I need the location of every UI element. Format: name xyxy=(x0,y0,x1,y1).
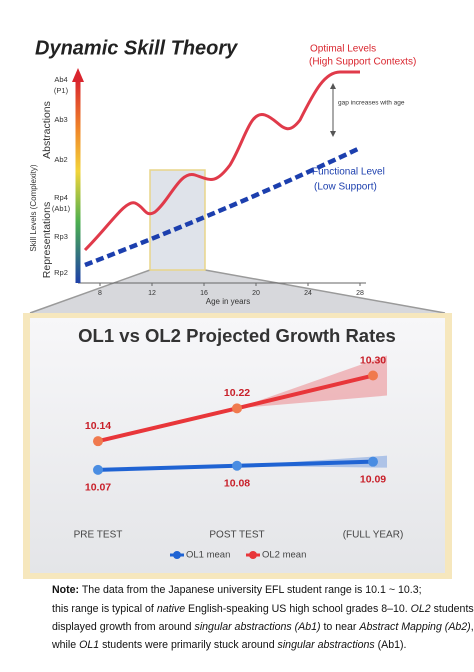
y-level-label: Rp3 xyxy=(54,232,68,241)
note-text: The data from the Japanese university EF… xyxy=(79,584,422,596)
x-tick-label: 24 xyxy=(304,290,312,297)
value-label: 10.14 xyxy=(85,420,111,432)
x-tick-label: 8 xyxy=(98,290,102,297)
point xyxy=(232,403,242,414)
x-tick-label: POST TEST xyxy=(209,530,264,541)
functional-label: Functional Level xyxy=(312,167,385,178)
note-text: native xyxy=(156,603,186,615)
confidence-band xyxy=(237,355,387,409)
optimal-curve xyxy=(83,70,360,252)
note-text: students were primarily stuck around xyxy=(99,639,278,651)
note-text: singular abstractions xyxy=(277,639,375,651)
arrow-head xyxy=(72,68,84,82)
point xyxy=(368,456,378,467)
y-axis-arrow xyxy=(75,80,81,283)
x-tick-label: 12 xyxy=(148,290,156,297)
point xyxy=(93,464,103,475)
note-line: this range is typical of native English-… xyxy=(52,603,474,615)
note-text: while xyxy=(52,639,80,651)
note-text: singular abstractions (Ab1) xyxy=(194,621,321,633)
y-group: Abstractions xyxy=(41,101,53,159)
note-text: displayed growth from around xyxy=(52,621,195,633)
value-label: 10.08 xyxy=(224,478,250,490)
note-line: displayed growth from around singular ab… xyxy=(52,621,474,633)
chart-title: OL1 vs OL2 Projected Growth Rates xyxy=(78,325,396,346)
zoom-box xyxy=(149,169,206,271)
arrow-head xyxy=(330,131,336,137)
legend-label: OL1 mean xyxy=(186,550,230,561)
optimal-label: Optimal Levels xyxy=(310,44,376,55)
diagram-title: Dynamic Skill Theory xyxy=(35,37,238,59)
legend-label: OL2 mean xyxy=(262,550,306,561)
zoom-edge xyxy=(204,269,446,314)
x-axis-label: Age in years xyxy=(206,297,250,306)
y-level-label: Ab2 xyxy=(54,155,67,164)
optimal-label: (High Support Contexts) xyxy=(309,57,416,68)
note-line: Note: The data from the Japanese univers… xyxy=(52,584,422,596)
note-text: OL1 xyxy=(79,639,100,651)
point xyxy=(93,436,103,447)
y-level-label: Rp2 xyxy=(54,268,68,277)
x-tick-label: 16 xyxy=(200,290,208,297)
x-tick-label: 28 xyxy=(356,290,364,297)
note-line: while OL1 students were primarily stuck … xyxy=(52,639,407,651)
note-text: Abstract Mapping (Ab2) xyxy=(359,621,471,633)
point xyxy=(368,370,378,381)
x-tick-label: (FULL YEAR) xyxy=(343,530,404,541)
note-text: (Ab1). xyxy=(374,639,407,651)
value-label: 10.30 xyxy=(360,354,386,366)
note-text: Note: xyxy=(52,584,80,596)
zoom-edge xyxy=(29,269,151,314)
value-label: 10.22 xyxy=(224,387,250,399)
note-text: students xyxy=(430,603,474,615)
note-text: OL2 xyxy=(410,603,431,615)
y-level-label: (Ab1) xyxy=(52,204,71,213)
note-text: this range is typical of xyxy=(52,603,157,615)
value-label: 10.07 xyxy=(85,482,111,494)
note-text: to near xyxy=(320,621,360,633)
x-tick-label: PRE TEST xyxy=(74,530,123,541)
note-text: English-speaking US high school grades 8… xyxy=(185,603,411,615)
point xyxy=(232,460,242,471)
note-text: , xyxy=(470,621,474,633)
legend-marker xyxy=(173,551,181,559)
arrow-head xyxy=(330,83,336,89)
zoom-connector xyxy=(30,270,445,313)
y-level-label: Ab4 xyxy=(54,75,67,84)
x-tick-label: 20 xyxy=(252,290,260,297)
functional-label: (Low Support) xyxy=(314,182,377,193)
functional-curve xyxy=(84,145,361,268)
gap-label: gap increases with age xyxy=(338,100,405,107)
y-level-label: (P1) xyxy=(54,86,69,95)
value-label: 10.09 xyxy=(360,473,386,485)
y-level-label: Rp4 xyxy=(54,193,68,202)
y-group: Representations xyxy=(41,202,53,278)
y-axis-label: Skill Levels (Complexity) xyxy=(29,164,38,251)
legend-marker xyxy=(249,551,257,559)
y-level-label: Ab3 xyxy=(54,115,67,124)
